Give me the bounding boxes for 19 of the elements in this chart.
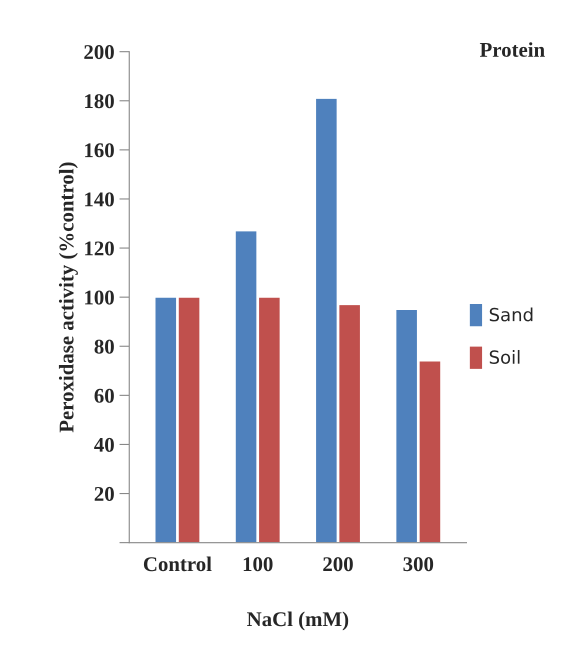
y-tick-label: 60 xyxy=(94,388,114,403)
x-axis-title: NaCl (mM) xyxy=(247,612,348,630)
y-tick-label: 180 xyxy=(85,94,114,108)
y-tick-label: 100 xyxy=(85,290,114,305)
y-tick-label: 120 xyxy=(85,241,114,256)
y-tick-label: 160 xyxy=(85,143,114,158)
x-tick-label: 100 xyxy=(244,557,273,572)
x-tick-label: Control xyxy=(144,556,212,572)
y-tick-label: 20 xyxy=(94,486,114,501)
y-tick-label: 80 xyxy=(94,340,114,354)
legend-label: Sand xyxy=(490,307,532,322)
x-tick-label: 300 xyxy=(403,557,434,572)
legend-label: Soil xyxy=(490,350,520,364)
y-tick-label: 200 xyxy=(84,45,114,60)
text: Protein xyxy=(480,42,545,57)
y-axis-title: Peroxidase activity (%control) xyxy=(58,162,78,432)
y-tick-label: 40 xyxy=(94,438,114,452)
y-tick-label: 140 xyxy=(85,192,114,206)
x-tick-label: 200 xyxy=(323,557,353,572)
